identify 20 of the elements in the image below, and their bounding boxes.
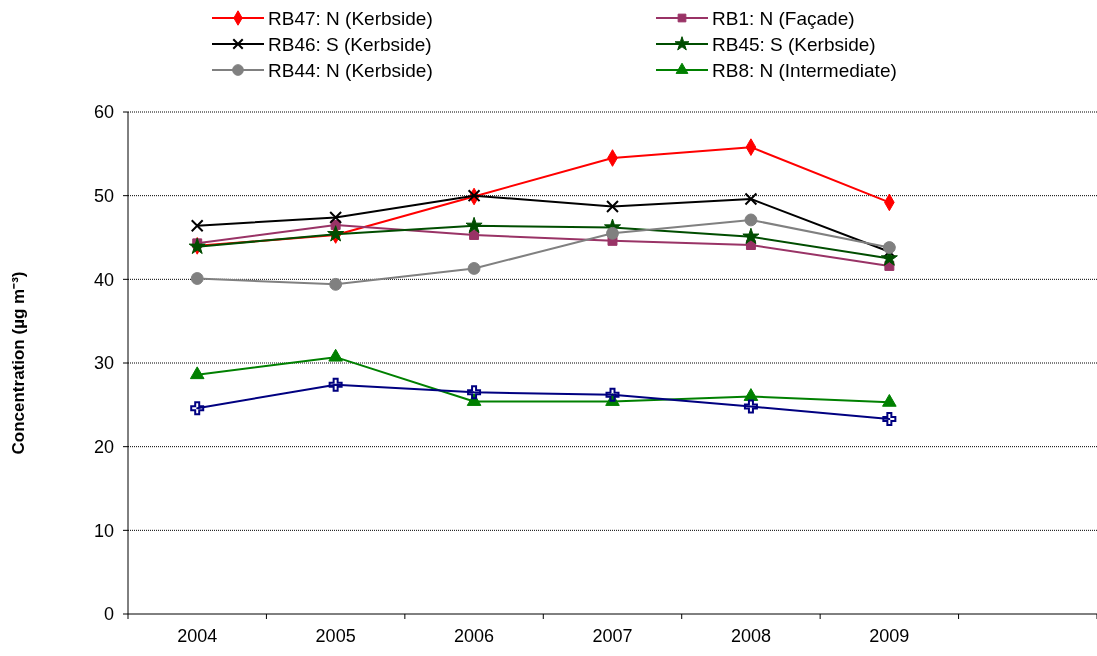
y-tick-label: 50 [93, 185, 114, 206]
legend-label: RB46: S (Kerbside) [268, 33, 432, 55]
legend-label: RB44: N (Kerbside) [268, 59, 433, 81]
y-tick-label: 0 [103, 604, 114, 625]
y-tick-label: 20 [93, 436, 114, 457]
y-tick-label: 30 [93, 353, 114, 374]
legend-label: RB1: N (Façade) [712, 7, 855, 29]
y-tick-label: 10 [93, 520, 114, 541]
y-axis-title: Concentration (µg m⁻³) [9, 271, 28, 455]
x-tick-label: 2007 [592, 626, 633, 646]
legend-label: RB8: N (Intermediate) [712, 59, 897, 81]
y-tick-label: 60 [93, 102, 114, 123]
x-tick-label: 2009 [869, 626, 910, 646]
legend-label: RB45: S (Kerbside) [712, 33, 876, 55]
x-tick-label: 2004 [177, 626, 218, 646]
x-tick-label: 2005 [315, 626, 356, 646]
legend-label: RB47: N (Kerbside) [268, 7, 433, 29]
x-tick-label: 2008 [730, 626, 771, 646]
x-tick-label: 2006 [454, 626, 495, 646]
y-tick-label: 40 [93, 269, 114, 290]
